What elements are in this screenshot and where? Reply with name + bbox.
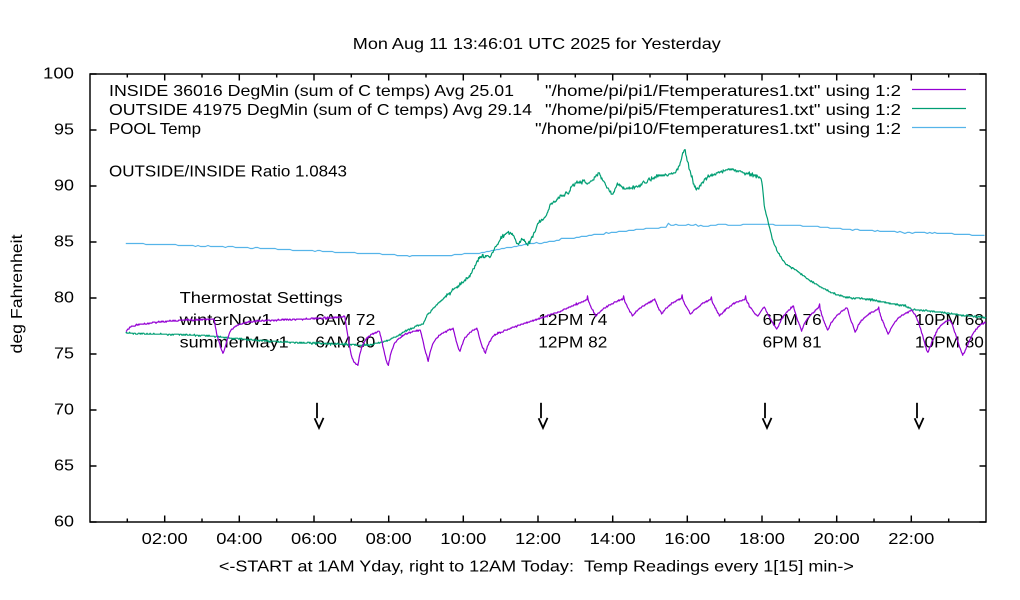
svg-text:80: 80 <box>54 290 74 307</box>
svg-text:70: 70 <box>54 402 74 419</box>
svg-text:<-START at 1AM Yday, right to: <-START at 1AM Yday, right to 12AM Today… <box>219 559 854 576</box>
svg-text:"/home/pi/pi10/Ftemperatures1.: "/home/pi/pi10/Ftemperatures1.txt" using… <box>535 121 901 138</box>
svg-text:deg Fahrenheit: deg Fahrenheit <box>9 234 26 354</box>
svg-text:60: 60 <box>54 514 74 531</box>
svg-text:14:00: 14:00 <box>590 531 636 548</box>
svg-text:22:00: 22:00 <box>888 531 934 548</box>
svg-text:08:00: 08:00 <box>366 531 412 548</box>
svg-text:12PM 82: 12PM 82 <box>538 335 607 352</box>
svg-text:20:00: 20:00 <box>814 531 860 548</box>
svg-text:90: 90 <box>54 178 74 195</box>
svg-text:65: 65 <box>54 458 74 475</box>
svg-text:OUTSIDE/INSIDE Ratio 1.0843: OUTSIDE/INSIDE Ratio 1.0843 <box>109 163 347 180</box>
svg-text:04:00: 04:00 <box>216 531 262 548</box>
svg-text:16:00: 16:00 <box>664 531 710 548</box>
svg-text:OUTSIDE 41975 DegMin (sum of C: OUTSIDE 41975 DegMin (sum of C temps) Av… <box>109 102 532 119</box>
svg-text:6PM 81: 6PM 81 <box>763 335 822 352</box>
svg-text:"/home/pi/pi5/Ftemperatures1.t: "/home/pi/pi5/Ftemperatures1.txt" using … <box>545 102 901 119</box>
svg-text:10:00: 10:00 <box>440 531 486 548</box>
svg-text:Mon Aug 11 13:46:01 UTC 2025 f: Mon Aug 11 13:46:01 UTC 2025 for Yesterd… <box>353 36 721 53</box>
svg-text:"/home/pi/pi1/Ftemperatures1.t: "/home/pi/pi1/Ftemperatures1.txt" using … <box>545 83 901 100</box>
svg-text:18:00: 18:00 <box>739 531 785 548</box>
svg-text:INSIDE 36016 DegMin (sum of C: INSIDE 36016 DegMin (sum of C temps) Avg… <box>109 83 514 100</box>
svg-text:winterNov1: winterNov1 <box>178 312 271 329</box>
svg-text:12PM 74: 12PM 74 <box>538 312 607 329</box>
svg-text:6PM 76: 6PM 76 <box>763 312 822 329</box>
svg-text:02:00: 02:00 <box>142 531 188 548</box>
svg-text:100: 100 <box>43 66 74 83</box>
svg-text:85: 85 <box>54 234 74 251</box>
svg-text:Thermostat Settings: Thermostat Settings <box>180 290 343 307</box>
svg-text:75: 75 <box>54 346 74 363</box>
svg-text:summerMay1: summerMay1 <box>180 335 289 352</box>
svg-text:95: 95 <box>54 122 74 139</box>
svg-text:06:00: 06:00 <box>291 531 337 548</box>
svg-text:12:00: 12:00 <box>515 531 561 548</box>
svg-text:POOL Temp: POOL Temp <box>109 121 201 138</box>
